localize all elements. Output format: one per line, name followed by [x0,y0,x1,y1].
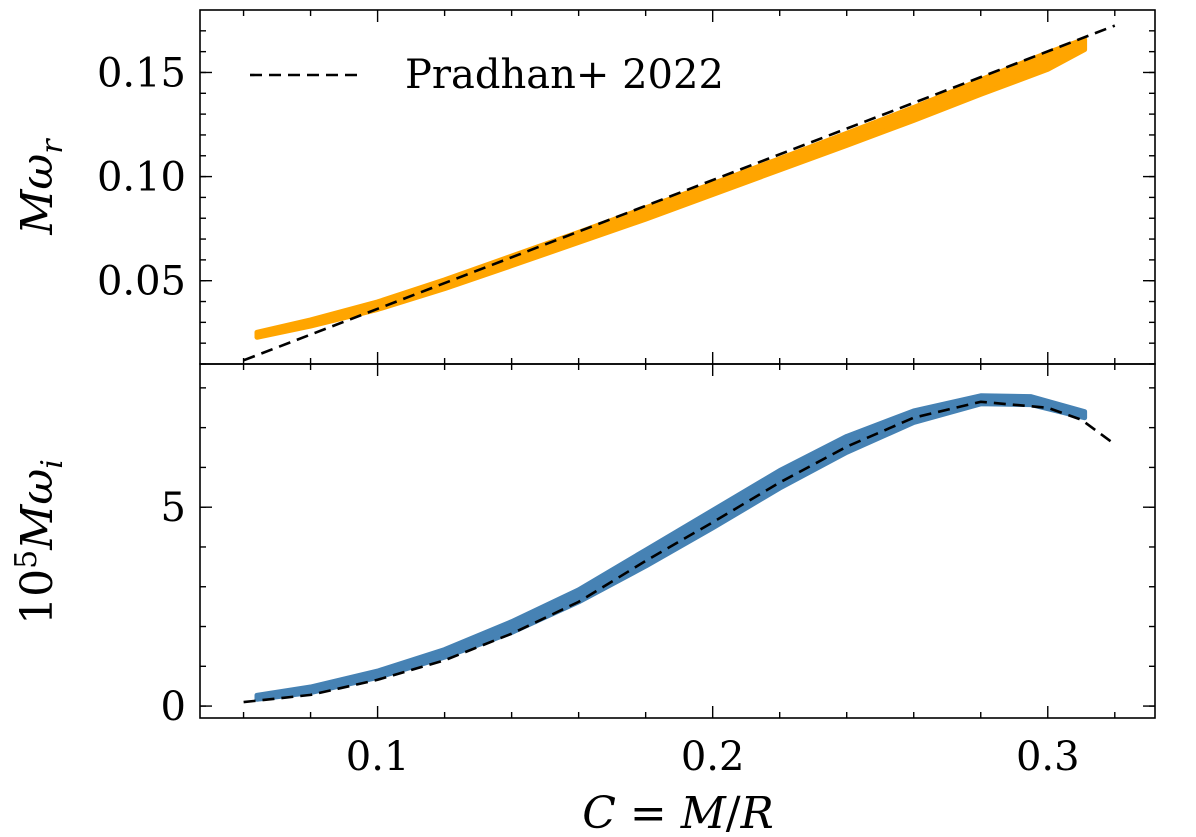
top-y-axis-label: Mωr [12,138,70,236]
x-tick-label: 0.3 [1016,734,1080,780]
x-label-r: R [740,788,774,837]
bottom-y-label-base: 10 [12,569,63,625]
legend: Pradhan+ 2022 [250,52,724,98]
top-fit-line [243,24,1116,362]
x-axis-label: C = M/R [582,788,774,837]
bottom-panel-frame [199,363,1156,719]
top-y-tick-label: 0.10 [97,155,186,201]
bot-y-tick-label: 5 [161,485,186,531]
bottom-ticks: 0 5 0.1 0.2 0.3 [161,364,1155,780]
bottom-fit-line [243,400,1116,704]
bottom-y-label-main: Mω [12,469,63,551]
top-fit-dashed-line [243,24,1116,362]
top-y-label-main: Mω [12,154,63,236]
bot-y-tick-label: 0 [161,684,186,730]
bottom-y-axis-label: 105Mωi [9,459,70,625]
top-panel: 0.05 0.10 0.15 Pradhan+ 2022 Mωr [12,9,1156,365]
bottom-panel: 050.1 0.2 0.3 105Mωi C = M/R [9,363,1156,837]
x-label-slash: / [726,788,741,837]
x-tick-label: 0.2 [681,734,745,780]
x-label-m: M [680,788,727,837]
top-y-tick-label: 0.05 [97,259,186,305]
top-ticks: 0.05 0.10 0.15 [97,10,1155,365]
legend-label: Pradhan+ 2022 [405,52,724,98]
x-tick-label: 0.1 [346,734,410,780]
top-y-label-sub: r [35,138,70,154]
bottom-y-label-sub: i [35,459,70,469]
bottom-y-label-sup: 5 [9,550,44,569]
top-y-tick-label: 0.15 [97,50,186,96]
x-label-c: C [582,788,616,837]
x-label-eq: = [616,788,681,837]
bot-fit-dashed-line [243,400,1116,704]
